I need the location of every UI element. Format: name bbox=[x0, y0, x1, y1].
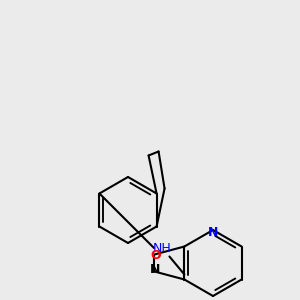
Text: N: N bbox=[208, 226, 218, 238]
Text: O: O bbox=[150, 249, 161, 262]
Text: NH: NH bbox=[153, 242, 171, 254]
Text: N: N bbox=[150, 263, 161, 276]
